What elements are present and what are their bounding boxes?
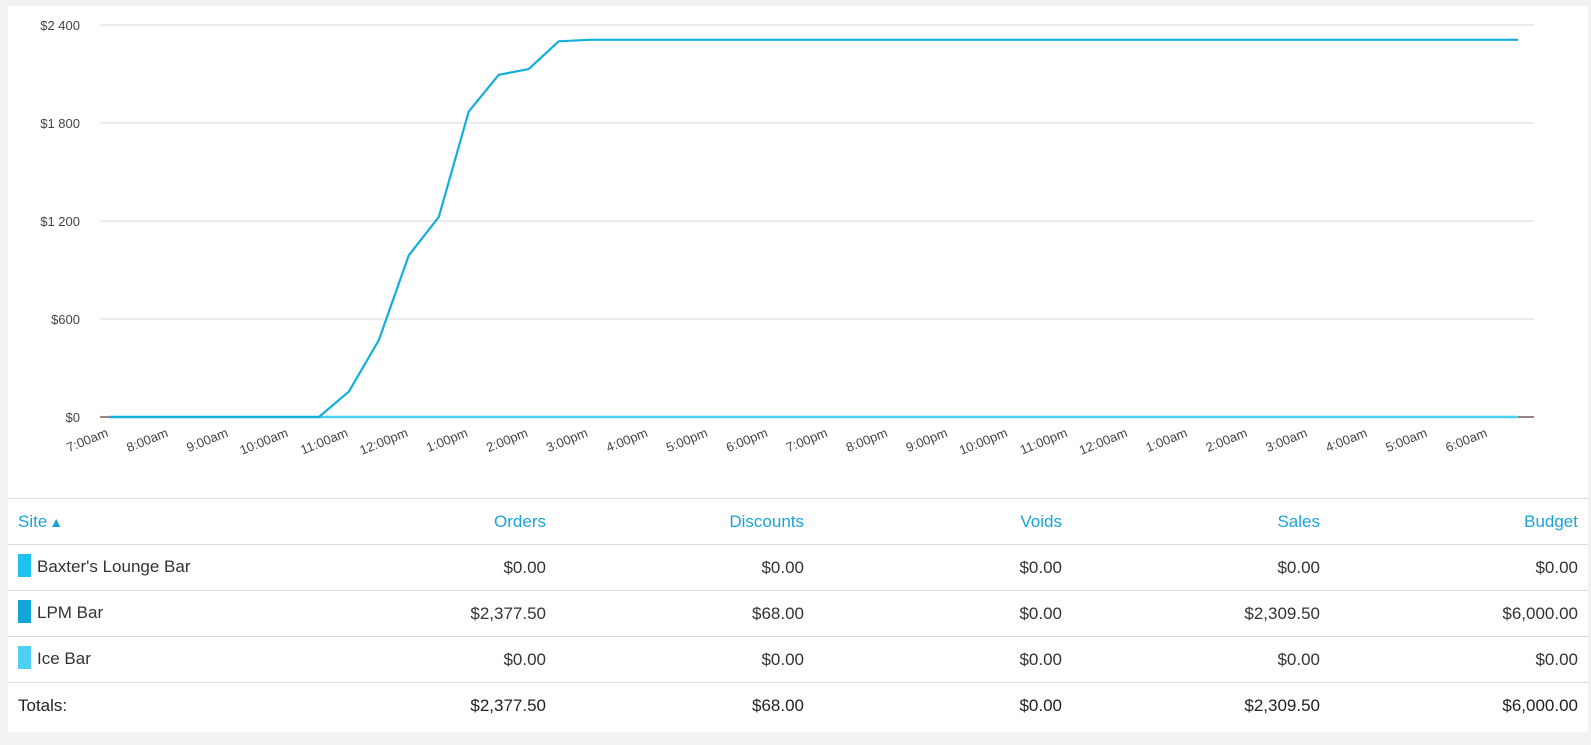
gridlines xyxy=(100,24,1534,418)
x-tick-label: 10:00am xyxy=(237,425,290,458)
voids-cell: $0.00 xyxy=(814,544,1072,591)
y-tick-label: $600 xyxy=(51,312,80,327)
sales-cell: $2,309.50 xyxy=(1072,590,1330,637)
y-tick-label: $2 400 xyxy=(40,18,80,33)
discounts-cell: $0.00 xyxy=(556,544,814,591)
y-tick-label: $0 xyxy=(66,410,80,425)
orders-column-header[interactable]: Orders xyxy=(298,498,556,545)
x-axis-ticks: 7:00am 8:00am 9:00am 10:00am 11:00am 12:00pm 1… xyxy=(64,425,1489,458)
budget-cell: $0.00 xyxy=(1330,544,1588,591)
x-tick-label: 2:00am xyxy=(1203,425,1249,455)
site-summary-table: Site ▲ Orders Discounts Voids Sales Budge… xyxy=(8,498,1588,728)
x-tick-label: 11:00am xyxy=(298,425,350,458)
x-tick-label: 3:00am xyxy=(1263,425,1309,455)
sales-cell: $0.00 xyxy=(1072,636,1330,683)
y-tick-label: $1 200 xyxy=(40,214,80,229)
x-tick-label: 11:00pm xyxy=(1018,425,1070,458)
series-color-swatch xyxy=(18,646,31,669)
x-tick-label: 5:00pm xyxy=(664,425,710,455)
x-tick-label: 12:00pm xyxy=(357,425,410,458)
x-tick-label: 8:00pm xyxy=(844,425,890,455)
x-tick-label: 4:00am xyxy=(1323,425,1369,455)
x-tick-label: 3:00pm xyxy=(544,425,590,455)
orders-cell: $0.00 xyxy=(298,636,556,683)
x-tick-label: 9:00am xyxy=(184,425,230,455)
budget-total: $6,000.00 xyxy=(1330,682,1588,728)
orders-total: $2,377.50 xyxy=(298,682,556,728)
discounts-cell: $68.00 xyxy=(556,590,814,637)
orders-cell: $0.00 xyxy=(298,544,556,591)
site-cell: Ice Bar xyxy=(8,636,298,683)
site-cell: Baxter's Lounge Bar xyxy=(8,544,298,591)
sales-cell: $0.00 xyxy=(1072,544,1330,591)
totals-label: Totals: xyxy=(8,682,298,728)
sales-line-chart: $0 $600 $1 200 $1 800 $2 400 7:00am 8:00am 9:0… xyxy=(40,18,1534,458)
totals-row: Totals: $2,377.50 $68.00 $0.00 $2,309.50… xyxy=(8,682,1588,728)
x-tick-label: 6:00pm xyxy=(724,425,770,455)
series-line-lpm-bar xyxy=(109,38,1518,419)
orders-cell: $2,377.50 xyxy=(298,590,556,637)
table-row: Baxter's Lounge Bar $0.00 $0.00 $0.00 $0… xyxy=(8,544,1588,591)
table-row: Ice Bar $0.00 $0.00 $0.00 $0.00 $0.00 xyxy=(8,636,1588,683)
budget-cell: $0.00 xyxy=(1330,636,1588,683)
x-tick-label: 1:00pm xyxy=(424,425,470,455)
voids-cell: $0.00 xyxy=(814,636,1072,683)
site-cell: LPM Bar xyxy=(8,590,298,637)
x-tick-label: 9:00pm xyxy=(904,425,950,455)
x-tick-label: 10:00pm xyxy=(957,425,1010,458)
x-tick-label: 1:00am xyxy=(1144,425,1190,455)
table-row: LPM Bar $2,377.50 $68.00 $0.00 $2,309.50… xyxy=(8,590,1588,637)
site-column-header[interactable]: Site ▲ xyxy=(8,498,298,545)
discounts-column-header[interactable]: Discounts xyxy=(556,498,814,545)
budget-column-header[interactable]: Budget xyxy=(1330,498,1588,545)
series-color-swatch xyxy=(18,554,31,577)
site-name: Ice Bar xyxy=(37,648,91,668)
voids-cell: $0.00 xyxy=(814,590,1072,637)
site-header-label: Site xyxy=(18,511,48,531)
site-name: Baxter's Lounge Bar xyxy=(37,556,191,576)
discounts-cell: $0.00 xyxy=(556,636,814,683)
x-tick-label: 12:00am xyxy=(1077,425,1130,458)
x-tick-label: 5:00am xyxy=(1383,425,1429,455)
series-color-swatch xyxy=(18,600,31,623)
x-tick-label: 8:00am xyxy=(124,425,170,455)
discounts-total: $68.00 xyxy=(556,682,814,728)
y-tick-label: $1 800 xyxy=(40,116,80,131)
voids-column-header[interactable]: Voids xyxy=(814,498,1072,545)
x-tick-label: 2:00pm xyxy=(484,425,530,455)
sales-column-header[interactable]: Sales xyxy=(1072,498,1330,545)
x-tick-label: 7:00pm xyxy=(784,425,830,455)
series-lines xyxy=(109,38,1518,419)
x-tick-label: 7:00am xyxy=(64,425,110,455)
voids-total: $0.00 xyxy=(814,682,1072,728)
y-axis-ticks: $0 $600 $1 200 $1 800 $2 400 xyxy=(40,18,80,425)
table-header-row: Site ▲ Orders Discounts Voids Sales Budge… xyxy=(8,498,1588,545)
sales-panel: $0 $600 $1 200 $1 800 $2 400 7:00am 8:00am 9:0… xyxy=(8,6,1588,732)
x-tick-label: 4:00pm xyxy=(604,425,650,455)
sales-total: $2,309.50 xyxy=(1072,682,1330,728)
sort-ascending-icon: ▲ xyxy=(49,513,64,530)
budget-cell: $6,000.00 xyxy=(1330,590,1588,637)
site-name: LPM Bar xyxy=(37,602,104,622)
x-tick-label: 6:00am xyxy=(1443,425,1489,455)
